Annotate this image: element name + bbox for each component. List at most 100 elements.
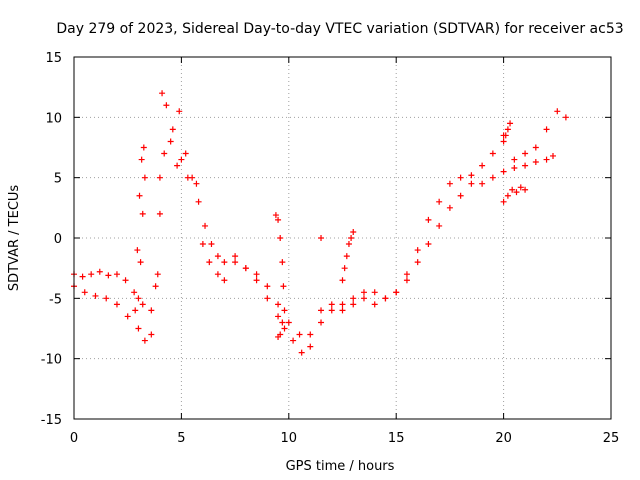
data-point bbox=[468, 180, 475, 187]
data-point bbox=[507, 120, 514, 127]
data-point bbox=[81, 289, 88, 296]
data-point bbox=[457, 192, 464, 199]
x-tick-label: 0 bbox=[70, 431, 78, 446]
data-point bbox=[522, 162, 529, 169]
x-tick-label: 20 bbox=[495, 431, 512, 446]
data-point bbox=[343, 253, 350, 260]
data-point bbox=[328, 301, 335, 308]
data-point bbox=[135, 325, 142, 332]
data-point bbox=[169, 126, 176, 133]
data-point bbox=[79, 273, 86, 280]
series-point-11-5-h bbox=[318, 235, 325, 241]
y-tick-label: -10 bbox=[41, 353, 62, 368]
data-point bbox=[122, 277, 129, 284]
data-point bbox=[176, 108, 183, 115]
data-point bbox=[511, 165, 518, 172]
data-point bbox=[543, 126, 550, 133]
data-point bbox=[562, 114, 569, 121]
data-point bbox=[341, 265, 348, 272]
data-points bbox=[71, 90, 569, 356]
series-segment-20-0-21-0-h bbox=[500, 184, 529, 205]
data-point bbox=[137, 259, 144, 266]
data-point bbox=[414, 259, 421, 266]
data-point bbox=[154, 271, 161, 278]
series-track-b bbox=[71, 138, 557, 356]
data-point bbox=[279, 319, 286, 326]
data-point bbox=[328, 307, 335, 314]
y-axis-label: SDTVAR / TECUs bbox=[7, 185, 22, 292]
data-point bbox=[139, 210, 146, 217]
data-point bbox=[298, 349, 305, 356]
data-point bbox=[425, 241, 432, 248]
data-point bbox=[253, 277, 260, 284]
data-point bbox=[457, 174, 464, 181]
data-point bbox=[500, 198, 507, 205]
data-point bbox=[88, 271, 95, 278]
data-point bbox=[479, 180, 486, 187]
data-point bbox=[532, 158, 539, 165]
data-point bbox=[350, 228, 357, 235]
data-point bbox=[371, 289, 378, 296]
data-point bbox=[350, 295, 357, 302]
data-point bbox=[360, 289, 367, 296]
data-point bbox=[131, 289, 138, 296]
data-point bbox=[141, 337, 148, 344]
data-point bbox=[275, 333, 282, 340]
data-point bbox=[156, 174, 163, 181]
data-point bbox=[403, 277, 410, 284]
data-point bbox=[113, 301, 120, 308]
axis-ticks: 0 5 10 15 20 25 -15 -10 -5 0 5 10 15 bbox=[41, 51, 620, 446]
data-point bbox=[522, 150, 529, 157]
data-point bbox=[382, 295, 389, 302]
data-point bbox=[132, 307, 139, 314]
data-point bbox=[275, 301, 282, 308]
data-point bbox=[272, 212, 279, 219]
data-point bbox=[214, 271, 221, 278]
data-point bbox=[511, 156, 518, 163]
data-point bbox=[103, 295, 110, 302]
data-point bbox=[242, 265, 249, 272]
data-point bbox=[193, 180, 200, 187]
x-tick-label: 15 bbox=[388, 431, 405, 446]
data-point bbox=[202, 222, 209, 229]
series-segment-12-5-13-0-h bbox=[339, 228, 357, 284]
data-point bbox=[425, 216, 432, 223]
data-point bbox=[339, 307, 346, 314]
data-point bbox=[184, 174, 191, 181]
data-point bbox=[500, 168, 507, 175]
data-point bbox=[148, 331, 155, 338]
data-point bbox=[489, 174, 496, 181]
series-segment-20-0-20-3-h bbox=[500, 120, 514, 145]
chart-title: Day 279 of 2023, Sidereal Day-to-day VTE… bbox=[56, 21, 623, 37]
data-point bbox=[290, 337, 297, 344]
data-point bbox=[446, 204, 453, 211]
data-point bbox=[532, 144, 539, 151]
x-tick-label: 10 bbox=[281, 431, 298, 446]
data-point bbox=[393, 289, 400, 296]
data-point bbox=[285, 319, 292, 326]
data-point bbox=[134, 247, 141, 254]
data-point bbox=[436, 198, 443, 205]
data-point bbox=[232, 253, 239, 260]
y-tick-label: 0 bbox=[54, 232, 62, 247]
data-point bbox=[318, 235, 325, 241]
data-point bbox=[281, 325, 288, 332]
data-point bbox=[554, 108, 561, 115]
data-point bbox=[156, 210, 163, 217]
data-point bbox=[113, 271, 120, 278]
y-tick-label: -5 bbox=[49, 292, 62, 307]
data-point bbox=[348, 235, 355, 241]
data-point bbox=[221, 277, 228, 284]
y-tick-label: -15 bbox=[41, 413, 62, 428]
data-point bbox=[275, 216, 282, 223]
data-point bbox=[275, 313, 282, 320]
data-point bbox=[105, 272, 112, 279]
data-point bbox=[479, 162, 486, 169]
data-point bbox=[140, 144, 147, 151]
data-point bbox=[138, 156, 145, 163]
data-point bbox=[199, 241, 206, 248]
data-point bbox=[152, 283, 159, 290]
data-point bbox=[214, 253, 221, 260]
series-track-a bbox=[71, 90, 569, 350]
data-point bbox=[174, 162, 181, 169]
